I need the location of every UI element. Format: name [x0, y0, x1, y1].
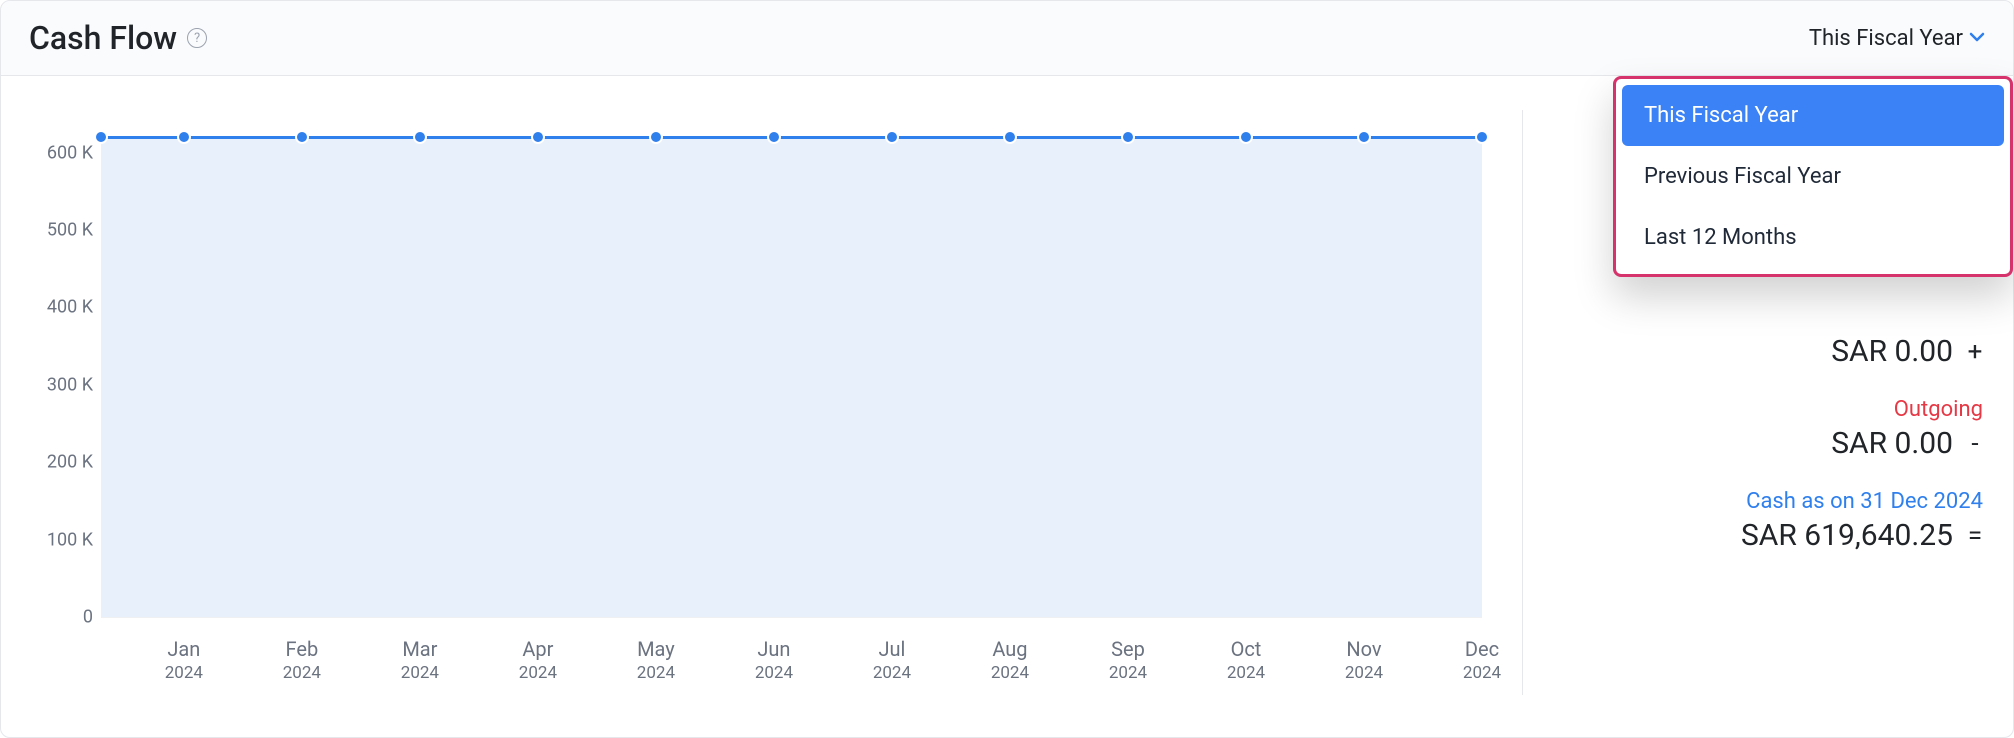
equals-sign: = — [1967, 521, 1983, 551]
cash-flow-card: Cash Flow ? This Fiscal Year 0100 K200 K… — [0, 0, 2014, 738]
chart-x-tick-label: Nov2024 — [1345, 637, 1383, 683]
chart-point — [295, 130, 309, 144]
minus-sign: - — [1967, 429, 1983, 459]
chart-point — [767, 130, 781, 144]
title-wrap: Cash Flow ? — [29, 19, 207, 57]
outgoing-label: Outgoing — [1831, 397, 1983, 422]
card-header: Cash Flow ? This Fiscal Year — [1, 1, 2013, 76]
period-selector-label: This Fiscal Year — [1809, 26, 1963, 51]
chart-area-fill — [101, 137, 1482, 617]
chart-point — [94, 130, 108, 144]
chart-x-tick-label: Mar2024 — [401, 637, 439, 683]
chart-x-tick-label: Feb2024 — [283, 637, 321, 683]
chart-gridline — [101, 617, 1482, 618]
period-option[interactable]: This Fiscal Year — [1622, 85, 2004, 146]
chart-point — [531, 130, 545, 144]
outgoing-value: SAR 0.00 — [1831, 426, 1953, 461]
chart-x-axis: Jan2024 Feb2024 Mar2024 Apr2024 May2024 Jun20… — [101, 637, 1482, 697]
chart-y-tick-label: 400 K — [37, 297, 93, 318]
period-option[interactable]: Previous Fiscal Year — [1622, 146, 2004, 207]
chart-point — [885, 130, 899, 144]
chart-point — [649, 130, 663, 144]
chart-x-tick-label: May2024 — [637, 637, 675, 683]
summary-incoming: SAR 0.00 + — [1831, 334, 1983, 369]
chart-point — [1003, 130, 1017, 144]
chart-point — [177, 130, 191, 144]
chart-point — [1239, 130, 1253, 144]
chevron-down-icon — [1969, 26, 1985, 51]
chart-x-tick-label: Jul2024 — [873, 637, 911, 683]
chart-x-tick-label: Aug2024 — [991, 637, 1029, 683]
chart-point — [413, 130, 427, 144]
chart-x-tick-label: Apr2024 — [519, 637, 557, 683]
chart-area: 0100 K200 K300 K400 K500 K600 K Jan2024F… — [1, 76, 1522, 737]
cash-label: Cash as on 31 Dec 2024 — [1741, 489, 1983, 514]
plus-sign: + — [1967, 337, 1983, 367]
card-title: Cash Flow — [29, 19, 177, 57]
chart-point — [1475, 130, 1489, 144]
chart-plot: 0100 K200 K300 K400 K500 K600 K — [101, 114, 1482, 617]
chart-x-tick-label: Sep2024 — [1109, 637, 1147, 683]
card-body: 0100 K200 K300 K400 K500 K600 K Jan2024F… — [1, 76, 2013, 737]
period-option[interactable]: Last 12 Months — [1622, 207, 2004, 268]
chart-x-tick-label: Dec2024 — [1463, 637, 1501, 683]
summary-panel: This Fiscal YearPrevious Fiscal YearLast… — [1523, 76, 2013, 737]
chart-x-tick-label: Jun2024 — [755, 637, 793, 683]
cash-flow-chart: 0100 K200 K300 K400 K500 K600 K Jan2024F… — [29, 104, 1502, 707]
summary-cash: Cash as on 31 Dec 2024 SAR 619,640.25 = — [1741, 489, 1983, 553]
chart-y-tick-label: 100 K — [37, 529, 93, 550]
chart-y-tick-label: 500 K — [37, 220, 93, 241]
chart-point — [1121, 130, 1135, 144]
chart-x-tick-label: Oct2024 — [1227, 637, 1265, 683]
help-icon[interactable]: ? — [187, 28, 207, 48]
chart-y-tick-label: 300 K — [37, 374, 93, 395]
cash-value: SAR 619,640.25 — [1741, 518, 1953, 553]
chart-y-tick-label: 200 K — [37, 452, 93, 473]
chart-x-tick-label: Jan2024 — [165, 637, 203, 683]
summary-outgoing: Outgoing SAR 0.00 - — [1831, 397, 1983, 461]
chart-point — [1357, 130, 1371, 144]
chart-y-tick-label: 600 K — [37, 142, 93, 163]
period-selector[interactable]: This Fiscal Year — [1809, 26, 1985, 51]
incoming-value: SAR 0.00 — [1831, 334, 1953, 369]
period-dropdown: This Fiscal YearPrevious Fiscal YearLast… — [1613, 76, 2013, 277]
chart-y-tick-label: 0 — [37, 607, 93, 628]
